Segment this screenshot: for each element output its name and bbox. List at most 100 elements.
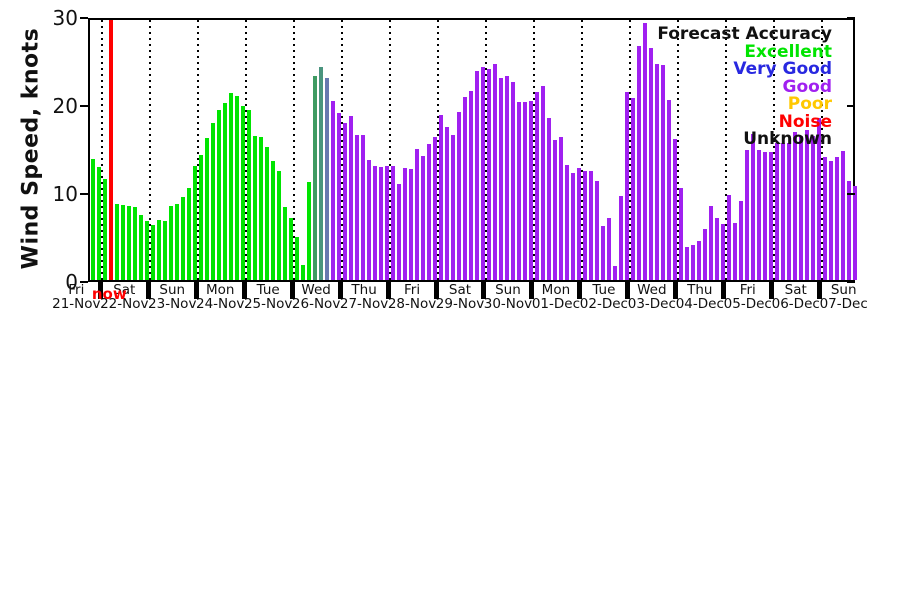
day-boundary-gridline [676,20,679,280]
wind-speed-bar [193,166,198,280]
x-tick-label-02-Dec: Tue 02-Dec [579,282,628,312]
wind-speed-bar [576,168,581,280]
wind-speed-bar [666,100,671,280]
wind-speed-bar [552,140,557,280]
day-boundary-tick [97,282,103,299]
x-tick-label-24-Nov: Mon 24-Nov [195,282,245,312]
wind-speed-bar [433,136,438,280]
wind-speed-bar [421,155,426,280]
y-tick-mark-left [80,193,88,195]
wind-speed-bar [528,101,533,280]
day-boundary-gridline [341,20,344,280]
wind-speed-bar [624,91,629,280]
wind-speed-bar [708,206,713,280]
y-tick-mark-right [847,193,855,195]
legend-entry-good: Good [782,76,832,97]
legend-title: Forecast Accuracy [657,24,832,44]
wind-speed-bar [684,246,689,280]
wind-speed-bar [235,96,240,280]
wind-speed-bar [121,205,126,280]
day-boundary-gridline [437,20,440,280]
wind-speed-bar [504,75,509,280]
wind-speed-bar [612,265,617,280]
wind-speed-bar [834,156,839,280]
wind-speed-bar [379,167,384,280]
wind-speed-bar [852,185,857,280]
day-boundary-gridline [484,20,487,280]
wind-speed-bar [277,170,282,280]
day-boundary-tick [817,282,823,299]
wind-speed-bar [702,228,707,280]
wind-speed-bar [726,194,731,280]
wind-speed-bar [768,151,773,280]
y-tick-mark-left [80,281,88,283]
x-tick-label-01-Dec: Mon 01-Dec [531,282,580,312]
forecast-accuracy-legend: Forecast Accuracy Excellent Very Good Good… [657,24,832,149]
wind-speed-bar [720,223,725,280]
wind-speed-bar [594,180,599,280]
y-tick-mark-right [847,17,855,19]
wind-speed-bar [744,149,749,280]
wind-speed-bar [415,148,420,280]
wind-speed-bar [600,226,605,280]
wind-speed-bar [427,144,432,280]
x-tick-label-30-Nov: Sun 30-Nov [483,282,533,312]
wind-speed-bar [463,96,467,280]
wind-speed-bar [223,103,228,280]
wind-speed-bar [289,218,294,280]
wind-speed-bar [397,184,402,280]
wind-speed-bar [271,161,276,280]
day-boundary-gridline [628,20,631,280]
wind-speed-bar [618,196,623,280]
day-boundary-gridline [149,20,152,280]
day-boundary-gridline [820,20,823,280]
y-tick-mark-left [80,105,88,107]
wind-speed-bar [810,135,815,280]
wind-speed-bar [301,265,306,280]
y-tick-mark-left [80,17,88,19]
wind-speed-bar [385,166,390,280]
wind-speed-bar [457,111,461,280]
wind-speed-bar [451,134,455,280]
now-label: now [91,285,127,303]
day-boundary-gridline [580,20,583,280]
wind-speed-bar [97,167,102,280]
wind-speed-bar [516,102,521,280]
day-boundary-tick [193,282,199,299]
wind-speed-bar [468,90,473,280]
wind-speed-bar [570,172,575,280]
x-tick-label-04-Dec: Thu 04-Dec [675,282,724,312]
wind-speed-bar [325,78,330,280]
wind-speed-bar [331,101,336,280]
wind-speed-bar [127,206,132,280]
day-boundary-tick [529,282,535,299]
wind-speed-bar [534,91,539,280]
day-boundary-tick [673,282,679,299]
legend-entry-excellent: Excellent [744,41,832,62]
wind-speed-bar [792,132,797,280]
wind-speed-bar [750,133,755,280]
wind-speed-bar [606,217,611,280]
wind-speed-bar [103,178,108,280]
wind-speed-bar [510,82,515,280]
wind-speed-bar [175,204,180,280]
wind-speed-bar [313,75,318,280]
day-boundary-tick [385,282,391,299]
wind-speed-bar [798,135,803,280]
wind-speed-bar [259,137,264,280]
wind-speed-bar [582,170,587,280]
wind-speed-bar [558,137,563,280]
wind-speed-bar [564,164,569,280]
wind-speed-bar [295,236,300,280]
day-boundary-gridline [532,20,535,280]
wind-speed-bar [439,115,444,280]
wind-speed-bar [630,97,635,280]
wind-speed-bar [163,221,168,280]
day-boundary-tick [721,282,727,299]
wind-speed-bar [337,112,342,280]
wind-speed-bar [319,67,324,280]
legend-entry-noise: Noise [778,111,832,132]
y-tick-mark-right [847,105,855,107]
wind-speed-bar [169,206,174,280]
wind-speed-bar [654,64,659,280]
